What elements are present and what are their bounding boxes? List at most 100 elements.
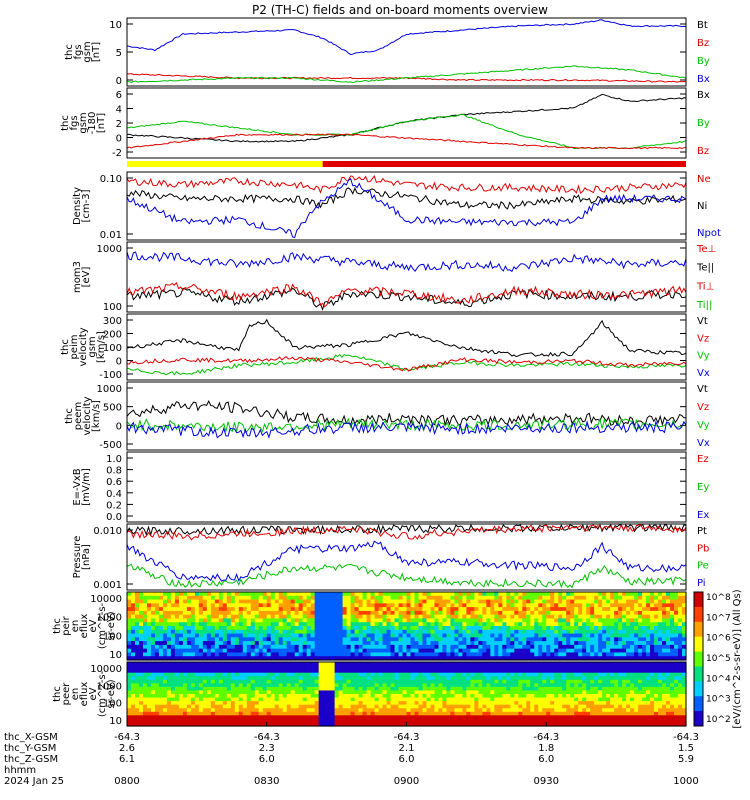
heatmap-cell: [202, 629, 208, 635]
heatmap-cell: [502, 641, 507, 646]
heatmap-cell: [482, 633, 487, 638]
heatmap-cell: [606, 618, 611, 623]
heatmap-cell: [154, 686, 160, 692]
heatmap-cell: [554, 637, 559, 642]
heatmap-cell: [614, 637, 619, 642]
heatmap-cell: [270, 637, 276, 642]
heatmap-cell: [198, 718, 204, 724]
heatmap-cell: [530, 622, 535, 627]
heatmap-cell: [542, 722, 547, 727]
heatmap-cell: [414, 665, 420, 670]
heatmap-cell: [310, 676, 316, 681]
heatmap-cell: [498, 715, 503, 720]
heatmap-cell: [382, 722, 388, 727]
heatmap-cell: [394, 686, 400, 692]
heatmap-cell: [498, 592, 503, 597]
heatmap-cell: [590, 648, 595, 654]
heatmap-cell: [346, 701, 352, 706]
legend-entry: Ti⊥: [696, 281, 714, 292]
heatmap-cell: [450, 614, 456, 620]
heatmap-cell: [598, 662, 603, 667]
heatmap-cell: [238, 618, 244, 623]
heatmap-cell: [394, 614, 400, 620]
heatmap-cell: [622, 610, 627, 616]
heatmap-cell: [370, 592, 376, 597]
heatmap-cell: [338, 665, 344, 670]
heatmap-cell: [542, 626, 547, 631]
heatmap-cell: [422, 644, 428, 650]
heatmap-cell: [406, 690, 412, 695]
heatmap-cell: [518, 683, 523, 688]
heatmap-cell: [230, 633, 236, 638]
heatmap-cell: [478, 704, 483, 709]
heatmap-cell: [330, 595, 336, 601]
heatmap-cell: [542, 711, 547, 716]
heatmap-cell: [510, 665, 515, 670]
heatmap-cell: [294, 694, 300, 699]
heatmap-cell: [142, 704, 148, 709]
heatmap-cell: [158, 626, 164, 631]
heatmap-cell: [274, 722, 280, 727]
heatmap-cell: [570, 592, 575, 597]
heatmap-cell: [414, 686, 420, 692]
heatmap-cell: [342, 641, 348, 646]
heatmap-cell: [234, 701, 240, 706]
panel-frame: [126, 451, 687, 523]
heatmap-cell: [550, 618, 555, 623]
heatmap-cell: [166, 711, 172, 716]
heatmap-cell: [634, 641, 639, 646]
heatmap-cell: [222, 679, 228, 684]
heatmap-cell: [458, 669, 463, 674]
heatmap-cell: [630, 610, 635, 616]
heatmap-cell: [138, 662, 144, 667]
heatmap-cell: [434, 610, 440, 616]
heatmap-cell: [266, 595, 272, 601]
heatmap-cell: [306, 644, 312, 650]
heatmap-cell: [534, 648, 539, 654]
heatmap-cell: [574, 603, 579, 608]
heatmap-cell: [386, 592, 392, 597]
heatmap-cell: [174, 652, 180, 657]
heatmap-cell: [138, 607, 144, 612]
heatmap-cell: [578, 676, 583, 681]
heatmap-cell: [506, 618, 511, 623]
heatmap-cell: [418, 715, 424, 720]
heatmap-cell: [286, 614, 292, 620]
heatmap-cell: [506, 633, 511, 638]
heatmap-cell: [438, 656, 444, 661]
heatmap-cell: [178, 708, 184, 713]
heatmap-cell: [618, 648, 623, 654]
heatmap-cell: [614, 592, 619, 597]
heatmap-cell: [390, 648, 396, 654]
heatmap-cell: [574, 697, 579, 702]
heatmap-cell: [242, 603, 248, 608]
heatmap-cell: [242, 592, 248, 597]
panel-ylabel: gsm: [82, 41, 93, 62]
heatmap-cell: [518, 644, 523, 650]
heatmap-cell: [342, 626, 348, 631]
heatmap-cell: [378, 697, 384, 702]
heatmap-cell: [462, 711, 467, 716]
heatmap-cell: [638, 648, 643, 654]
heatmap-cell: [234, 637, 240, 642]
heatmap-cell: [326, 665, 332, 670]
heatmap-cell: [282, 622, 288, 627]
heatmap-cell: [174, 718, 180, 724]
heatmap-cell: [130, 648, 136, 654]
heatmap-cell: [254, 629, 260, 635]
heatmap-cell: [574, 683, 579, 688]
heatmap-cell: [594, 711, 599, 716]
heatmap-cell: [218, 652, 224, 657]
heatmap-cell: [426, 697, 432, 702]
heatmap-cell: [382, 656, 388, 661]
heatmap-cell: [482, 592, 487, 597]
heatmap-cell: [278, 637, 284, 642]
heatmap-cell: [274, 715, 280, 720]
heatmap-cell: [578, 622, 583, 627]
heatmap-cell: [650, 637, 655, 642]
heatmap-cell: [530, 715, 535, 720]
heatmap-cell: [450, 618, 456, 623]
heatmap-cell: [130, 708, 136, 713]
heatmap-cell: [678, 599, 683, 604]
heatmap-cell: [326, 652, 332, 657]
